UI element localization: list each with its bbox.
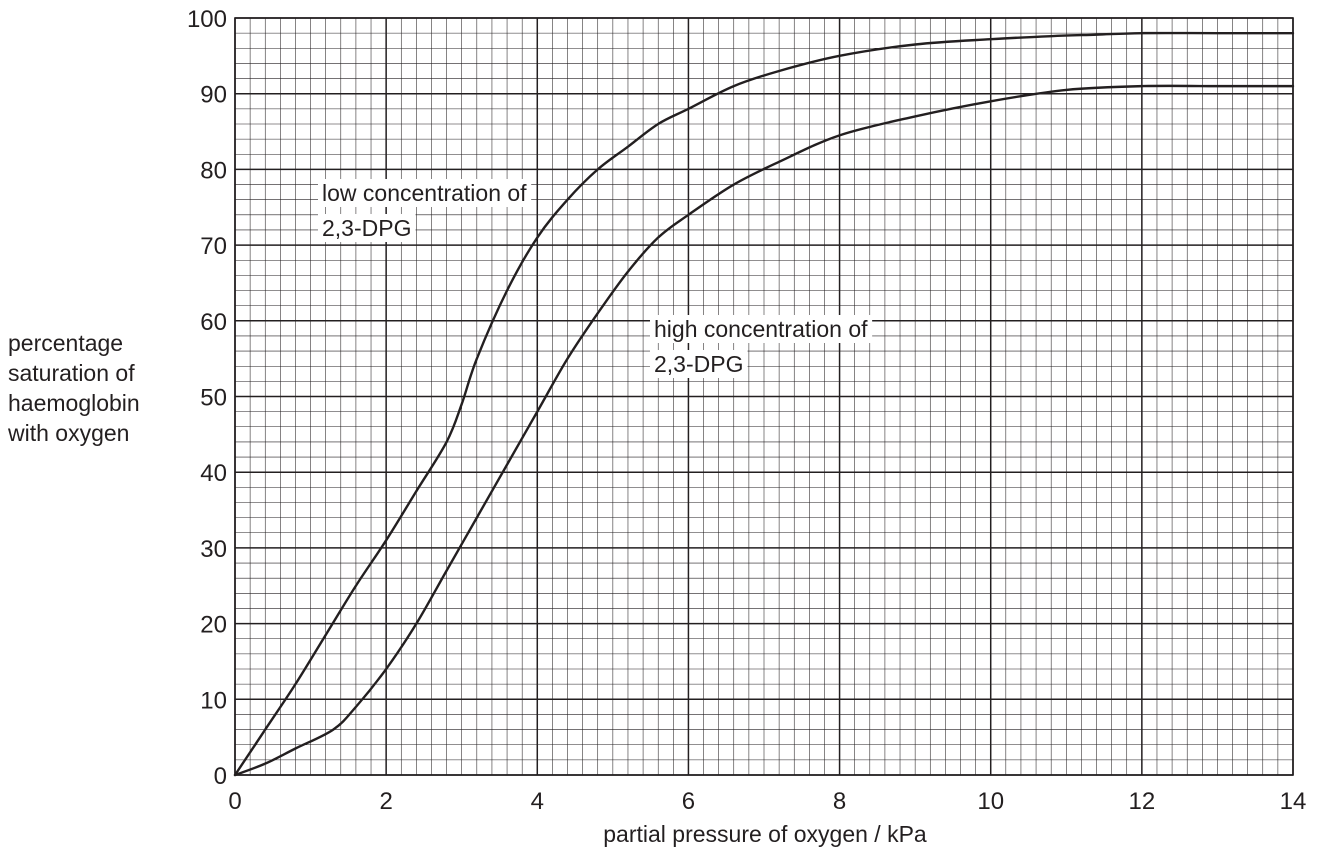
y-tick-label: 30 — [200, 536, 227, 563]
y-tick-label: 70 — [200, 233, 227, 260]
series-line-low-2-3-dpg — [233, 31, 1295, 777]
y-tick-label: 50 — [200, 385, 227, 412]
x-tick-label: 14 — [1280, 788, 1307, 815]
x-tick-label: 6 — [682, 788, 695, 815]
x-tick-label: 4 — [531, 788, 544, 815]
x-tick-labels: 0 2 4 6 8 10 12 14 — [228, 788, 1306, 815]
label-background — [318, 214, 416, 242]
x-tick-label: 12 — [1129, 788, 1156, 815]
label-background — [318, 179, 532, 207]
x-tick-label: 8 — [833, 788, 846, 815]
series-lines — [233, 31, 1295, 777]
y-tick-labels: 0 10 20 30 40 50 60 70 80 90 100 — [187, 6, 227, 790]
series-label-line: 2,3-DPG — [654, 351, 743, 377]
y-axis-label: percentage saturation of haemoglobin wit… — [8, 328, 198, 448]
series-label-line: low concentration of — [322, 180, 527, 206]
x-tick-label: 2 — [379, 788, 392, 815]
x-tick-label: 0 — [228, 788, 241, 815]
label-low-2-3-dpg: low concentration of 2,3-DPG — [318, 179, 532, 242]
y-tick-label: 90 — [200, 82, 227, 109]
plot-frame — [234, 17, 1294, 776]
label-background — [650, 315, 873, 343]
label-background — [650, 350, 748, 378]
y-tick-label: 60 — [200, 309, 227, 336]
x-axis-label: partial pressure of oxygen / kPa — [603, 821, 927, 847]
y-tick-label: 0 — [214, 763, 227, 790]
y-tick-label: 10 — [200, 687, 227, 714]
y-tick-label: 20 — [200, 612, 227, 639]
y-tick-label: 40 — [200, 460, 227, 487]
y-axis-label-line: haemoglobin — [8, 390, 140, 416]
y-axis-label-line: with oxygen — [8, 420, 130, 446]
x-tick-label: 10 — [977, 788, 1004, 815]
y-axis-label-line: percentage — [8, 330, 124, 356]
series-label-line: 2,3-DPG — [322, 215, 411, 241]
label-high-2-3-dpg: high concentration of 2,3-DPG — [650, 315, 873, 378]
series-line-high-2-3-dpg — [233, 84, 1295, 777]
y-tick-label: 80 — [200, 157, 227, 184]
y-axis-label-line: saturation of — [8, 360, 135, 386]
y-tick-label: 100 — [187, 6, 227, 33]
series-label-line: high concentration of — [654, 316, 868, 342]
